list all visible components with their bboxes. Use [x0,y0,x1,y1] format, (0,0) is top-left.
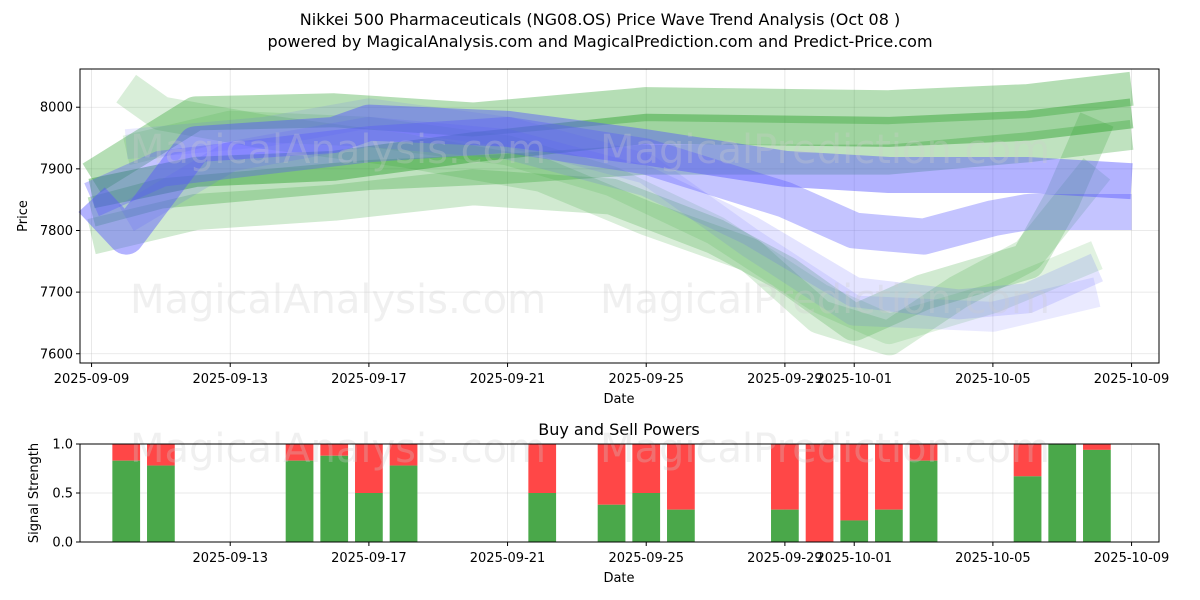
buy-power-bar [875,509,903,542]
x-tick-label: 2025-10-09 [1094,551,1170,566]
sell-power-bar [909,444,938,461]
sell-power-bar [285,444,314,461]
buy-power-bar [355,493,383,542]
buy-power-bar [771,509,799,542]
y-tick-label: 0.0 [52,536,73,551]
buy-power-bar [112,460,141,542]
price-wave-bands [78,71,1134,356]
buy-power-bar [597,504,626,542]
watermark-text: MagicalAnalysis.com [130,277,546,323]
watermark-text: MagicalAnalysis.com [130,127,546,173]
buy-power-bar [528,493,557,542]
sell-power-bar [875,444,903,510]
x-tick-label: 2025-09-17 [331,372,407,387]
buy-power-bar [840,520,869,542]
sell-power-bar [355,444,383,493]
x-tick-label: 2025-09-09 [54,372,130,387]
price-x-axis: 2025-09-09 2025-09-13 2025-09-17 2025-09-21… [54,363,1170,387]
wave-band-blue-wave-2 [84,116,1132,255]
x-tick-label: 2025-09-25 [608,372,684,387]
buy-power-bar [320,455,349,542]
sell-power-bar [389,444,418,466]
x-tick-label: 2025-10-01 [816,372,892,387]
sell-power-bar [320,444,349,456]
price-watermarks: MagicalAnalysis.com MagicalPrediction.com… [130,127,1050,323]
sell-power-bar [1083,444,1111,450]
x-tick-label: 2025-09-17 [331,551,407,566]
signal-bars [112,444,1111,542]
y-tick-label: 7800 [40,224,73,239]
price-x-label: Date [603,392,634,407]
wave-band-green-wave-3 [87,120,1134,227]
chart-title: Nikkei 500 Pharmaceuticals (NG08.OS) Pri… [300,10,900,29]
price-y-label: Price [16,200,31,232]
wave-band-green-wave-1 [82,71,1134,193]
watermark-text: MagicalPrediction.com [600,127,1050,173]
sell-power-bar [528,444,557,493]
price-y-axis: 7600 7700 7800 7900 8000 [40,101,80,362]
buy-power-bar [147,465,175,542]
y-tick-label: 7900 [40,162,73,177]
sell-power-bar [1013,444,1042,477]
buy-power-bar [667,509,695,542]
buy-power-bar [1013,476,1042,542]
buy-power-bar [389,465,418,542]
wave-band-green-wave-6 [122,110,1103,345]
buy-power-bar [1083,449,1111,542]
sell-power-bar [805,444,834,542]
x-tick-label: 2025-10-05 [955,551,1031,566]
sell-power-bar [147,444,175,466]
watermark-text: MagicalPrediction.com [600,426,1050,472]
watermark-text: MagicalPrediction.com [600,277,1050,323]
buy-power-bar [285,460,314,542]
signal-x-label: Date [603,571,634,586]
signal-chart-title: Buy and Sell Powers [538,420,700,439]
x-tick-label: 2025-09-29 [747,372,823,387]
sell-power-bar [771,444,799,510]
y-tick-label: 0.5 [52,487,73,502]
y-tick-label: 7600 [40,347,73,362]
x-tick-label: 2025-10-09 [1094,372,1170,387]
wave-band-blue-wave-4 [124,98,1101,332]
watermark-text: MagicalAnalysis.com [130,426,546,472]
x-tick-label: 2025-09-21 [470,372,546,387]
buy-power-bar [632,493,661,542]
buy-power-bar [909,460,938,542]
sell-power-bar [840,444,869,521]
chart-subtitle: powered by MagicalAnalysis.com and Magic… [267,32,932,51]
sell-power-bar [667,444,695,510]
wave-band-green-wave-2 [88,98,1134,209]
y-tick-label: 8000 [40,101,73,116]
x-tick-label: 2025-09-29 [747,551,823,566]
wave-band-green-wave-5 [116,74,1111,356]
y-tick-label: 7700 [40,286,73,301]
x-tick-label: 2025-09-13 [192,551,268,566]
price-plot-frame [79,68,1160,364]
sell-power-bar [597,444,626,505]
sell-power-bar [112,444,141,461]
wave-band-blue-wave-3 [118,116,1103,320]
signal-x-axis: 2025-09-13 2025-09-17 2025-09-21 2025-09-25… [192,542,1169,566]
price-grid [80,69,1159,363]
x-tick-label: 2025-10-01 [816,551,892,566]
signal-y-axis: 0.0 0.5 1.0 [52,438,80,551]
x-tick-label: 2025-09-13 [192,372,268,387]
wave-band-blue-wave-1 [78,104,1133,255]
signal-y-label: Signal Strength [27,443,42,543]
y-tick-label: 1.0 [52,438,73,453]
buy-power-bar [1048,444,1077,542]
sell-power-bar [632,444,661,493]
signal-watermarks: MagicalAnalysis.com MagicalPrediction.com [130,426,1050,472]
x-tick-label: 2025-09-21 [470,551,546,566]
wave-band-green-wave-4 [87,112,1114,341]
x-tick-label: 2025-10-05 [955,372,1031,387]
x-tick-label: 2025-09-25 [608,551,684,566]
